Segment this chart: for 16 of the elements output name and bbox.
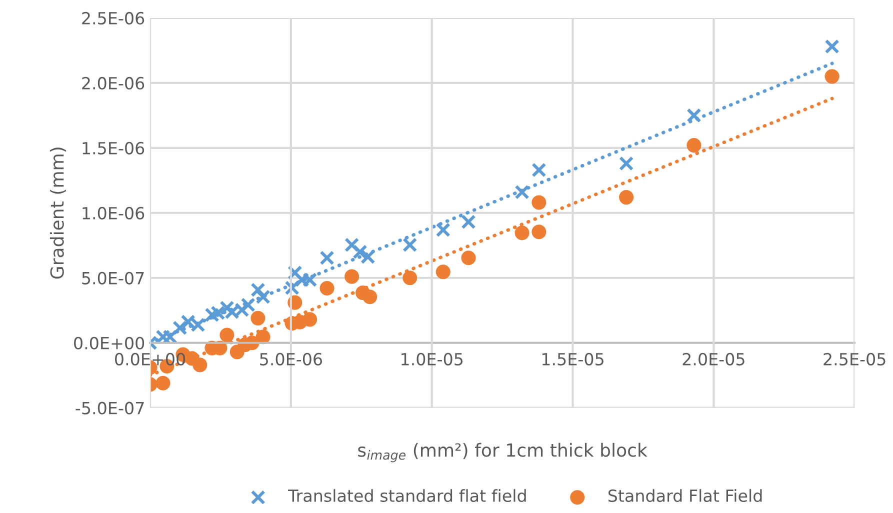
legend-label: Translated standard flat field [288,489,526,502]
x-tick-label: 1.5E-05 [542,352,604,366]
x-tick-label: 5.0E-06 [260,352,322,366]
y-tick-label: 5.0E-07 [82,272,144,284]
y-tick-label: 2.5E-06 [82,12,144,25]
y-tick-label: 0.0E+00 [74,336,144,350]
y-tick-label: 2.0E-06 [82,76,144,90]
y-axis-title: Gradient (mm) [50,148,66,279]
legend-label: Standard Flat Field [608,489,762,502]
x-axis-title: s$_{image}$ (mm²) for 1cm thick block [358,442,648,462]
y-tick-label: 1.5E-06 [82,142,144,154]
x-tick-label: 1.0E-05 [402,352,463,366]
y-tick-label: 1.0E-06 [82,206,144,220]
x-tick-label: 2.5E-05 [824,352,886,366]
y-tick-label: -5.0E-07 [76,402,144,414]
x-tick-label: 2.0E-05 [682,352,744,366]
